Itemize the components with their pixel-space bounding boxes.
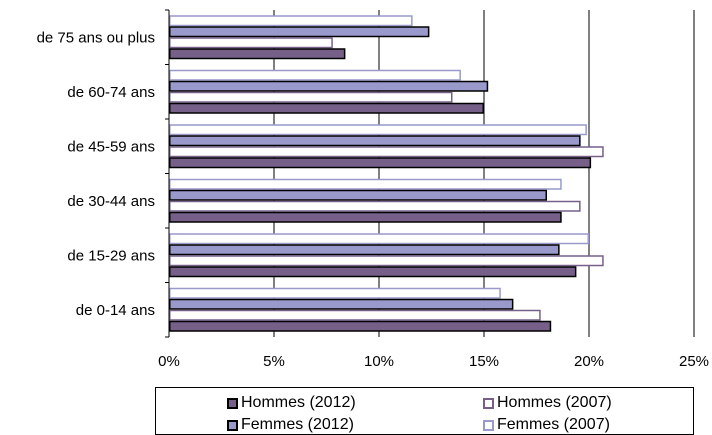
legend-swatch-femmes-2012 bbox=[227, 419, 238, 431]
x-tick-label: 5% bbox=[263, 353, 285, 370]
bar bbox=[169, 146, 604, 158]
legend-label: Femmes (2007) bbox=[497, 416, 610, 433]
x-tick-label: 25% bbox=[679, 353, 709, 370]
legend-label: Hommes (2012) bbox=[241, 394, 356, 411]
bar bbox=[169, 189, 547, 201]
y-tick-label: de 75 ans ou plus bbox=[37, 29, 155, 46]
bar bbox=[169, 287, 501, 299]
bar bbox=[169, 244, 560, 256]
legend-label: Femmes (2012) bbox=[241, 416, 354, 433]
gridlines bbox=[273, 10, 695, 337]
bar bbox=[169, 320, 552, 332]
bar-chart: de 0-14 ans de 15-29 ans de 30-44 ans de 45… bbox=[37, 9, 709, 370]
bars bbox=[169, 15, 604, 332]
legend-swatch-hommes-2007 bbox=[483, 397, 494, 409]
bar bbox=[169, 211, 562, 223]
bar bbox=[169, 91, 453, 103]
legend-item-hommes-2012: Hommes (2012) bbox=[227, 394, 356, 412]
bar bbox=[169, 80, 489, 92]
bar bbox=[169, 37, 333, 49]
x-axis-ticks: 0% 5% 10% 15% 20% 25% bbox=[158, 353, 709, 370]
bar bbox=[169, 69, 461, 81]
bar bbox=[169, 298, 514, 310]
legend-item-femmes-2007: Femmes (2007) bbox=[483, 416, 610, 434]
bar bbox=[169, 233, 589, 245]
legend: Hommes (2012) Hommes (2007) Femmes (2012… bbox=[155, 387, 694, 435]
bar bbox=[169, 266, 577, 278]
legend-swatch-hommes-2012 bbox=[227, 397, 238, 409]
x-tick-label: 15% bbox=[469, 353, 499, 370]
bar bbox=[169, 178, 562, 190]
bar bbox=[169, 15, 413, 27]
bar bbox=[169, 255, 604, 267]
y-tick-label: de 45-59 ans bbox=[67, 138, 155, 155]
bar bbox=[169, 309, 541, 321]
legend-swatch-femmes-2007 bbox=[483, 419, 494, 431]
bar bbox=[169, 135, 581, 147]
y-tick-label: de 60-74 ans bbox=[67, 84, 155, 101]
bar bbox=[169, 157, 592, 169]
bar bbox=[169, 124, 587, 136]
bar bbox=[169, 26, 430, 38]
x-tick-label: 10% bbox=[364, 353, 394, 370]
y-tick-label: de 30-44 ans bbox=[67, 193, 155, 210]
legend-label: Hommes (2007) bbox=[497, 394, 612, 411]
bar bbox=[169, 102, 484, 114]
x-tick-label: 0% bbox=[158, 353, 180, 370]
legend-item-hommes-2007: Hommes (2007) bbox=[483, 394, 612, 412]
bar bbox=[169, 200, 581, 212]
x-tick-label: 20% bbox=[574, 353, 604, 370]
y-axis-ticks: de 0-14 ans de 15-29 ans de 30-44 ans de 45… bbox=[37, 9, 169, 338]
y-tick-label: de 0-14 ans bbox=[76, 302, 155, 319]
y-tick-label: de 15-29 ans bbox=[67, 247, 155, 264]
bar bbox=[169, 48, 346, 60]
legend-item-femmes-2012: Femmes (2012) bbox=[227, 416, 354, 434]
